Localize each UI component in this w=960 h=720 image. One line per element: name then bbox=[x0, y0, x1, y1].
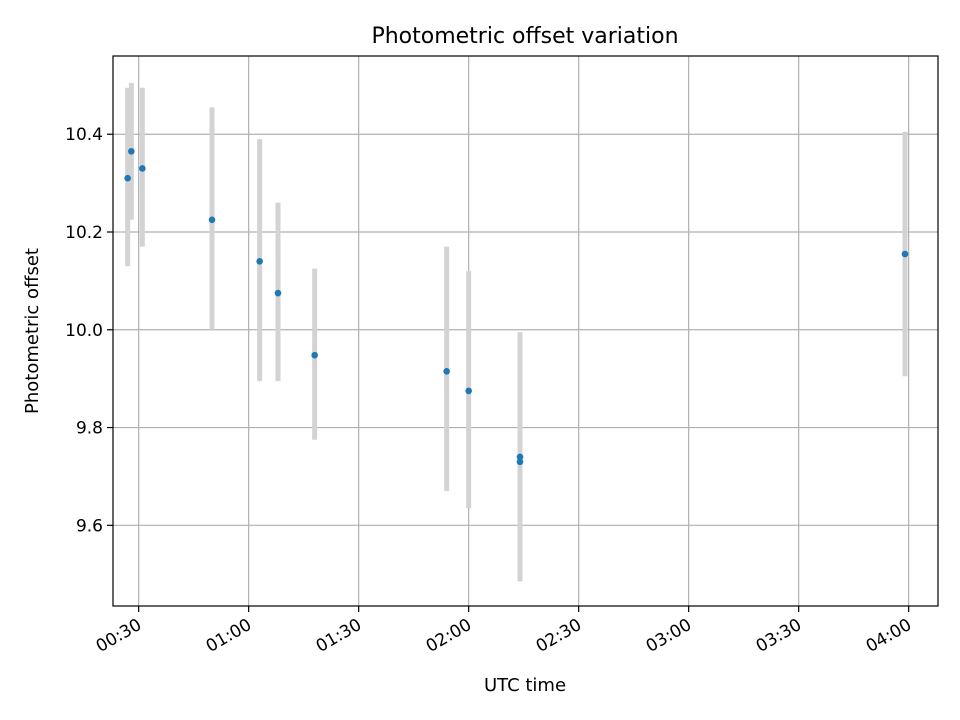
data-point bbox=[465, 387, 472, 395]
data-point bbox=[443, 368, 450, 375]
data-point bbox=[516, 453, 524, 461]
grid-layer bbox=[113, 56, 938, 606]
x-axis-label: UTC time bbox=[484, 675, 566, 696]
data-point bbox=[124, 174, 131, 182]
data-point bbox=[256, 258, 263, 265]
y-axis-label: Photometric offset bbox=[22, 248, 43, 414]
data-point-layer bbox=[124, 148, 909, 466]
data-point bbox=[128, 148, 135, 155]
y-tick-label: 10.0 bbox=[65, 321, 103, 341]
y-tick-label: 10.4 bbox=[65, 125, 103, 145]
data-point bbox=[311, 351, 318, 359]
data-point bbox=[901, 250, 909, 258]
chart-title: Photometric offset variation bbox=[371, 24, 678, 49]
y-tick-label: 9.8 bbox=[76, 419, 103, 439]
y-tick-label: 9.6 bbox=[76, 516, 103, 536]
y-tick-label: 10.2 bbox=[65, 223, 103, 243]
plot-frame bbox=[112, 55, 939, 607]
data-point bbox=[274, 289, 282, 297]
data-point bbox=[208, 216, 216, 224]
data-point bbox=[516, 458, 524, 466]
data-point bbox=[139, 165, 146, 172]
